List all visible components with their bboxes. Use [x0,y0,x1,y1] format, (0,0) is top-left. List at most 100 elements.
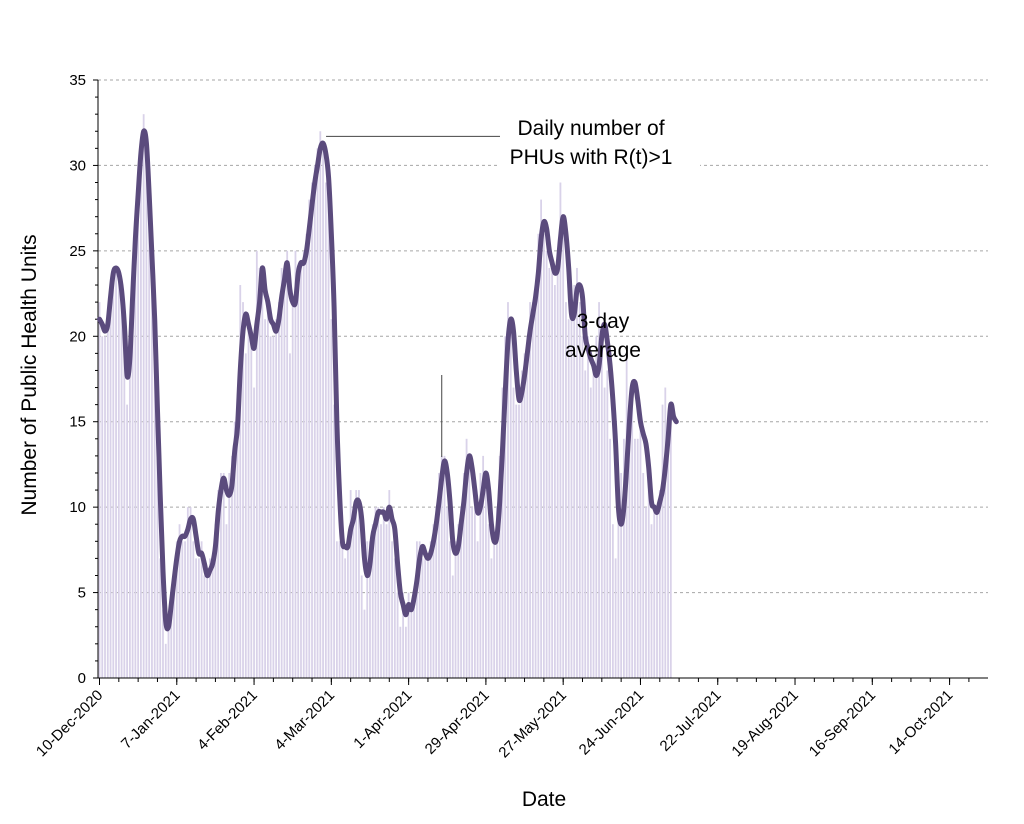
daily-bar [520,370,523,678]
daily-bar [101,336,104,678]
daily-bar [123,319,126,678]
y-axis-tick-labels: 0 5 10 15 20 25 30 35 [69,72,86,687]
daily-bar [385,524,388,678]
daily-bar [587,336,589,678]
daily-bar [661,404,664,678]
daily-bar [200,541,203,678]
daily-bar [128,370,131,678]
daily-bar [639,421,642,678]
daily-bar [581,336,584,678]
x-tick-label: 7-Jan-2021 [118,687,184,753]
daily-bar [451,575,454,678]
daily-bar [335,541,338,678]
daily-bar [269,336,272,678]
daily-bar [554,285,556,678]
daily-bar [399,626,402,678]
daily-bar [479,472,482,678]
x-tick-label: 27-May-2021 [495,687,570,762]
daily-bar [598,302,600,678]
daily-bar [242,302,244,678]
daily-bar [239,285,242,678]
daily-bar [316,148,319,679]
daily-bar [186,507,189,678]
daily-bar [264,319,266,678]
daily-bar [115,267,117,678]
daily-bar [391,541,393,678]
axes [93,79,988,685]
daily-bar [449,541,451,678]
daily-bar [137,199,140,678]
daily-bar [653,507,656,678]
daily-bar [454,541,457,678]
daily-bar [620,472,623,678]
daily-bar [623,438,625,678]
daily-bar [203,575,206,678]
daily-bar [606,370,609,678]
daily-bar [432,524,435,678]
daily-bar [156,438,159,678]
daily-bar [255,250,258,678]
daily-bar [98,302,101,678]
daily-bar [300,267,302,678]
daily-bar [669,421,672,678]
daily-bar [371,524,374,678]
y-tick-label: 5 [78,585,86,602]
daily-bar [170,592,173,678]
daily-bar [407,592,410,678]
daily-bar [493,541,496,678]
daily-bar [327,199,330,678]
x-tick-label: 14-Oct-2021 [885,687,956,758]
daily-bar [509,319,512,678]
y-tick-label: 15 [69,414,86,431]
x-tick-label: 22-Jul-2021 [657,687,725,755]
y-tick-label: 10 [69,499,86,516]
daily-bar [280,267,283,678]
daily-bar [440,455,443,678]
daily-bar [217,490,220,678]
daily-bar [625,353,628,678]
daily-bar [175,541,178,678]
daily-bar [534,285,537,678]
daily-bar [487,524,490,678]
daily-bar [206,575,209,678]
daily-bar [302,250,305,678]
daily-bar [462,472,465,678]
daily-bar [275,319,278,678]
daily-bar [266,302,269,678]
daily-bar [476,541,479,678]
daily-bar [460,507,462,678]
daily-bar [382,507,385,678]
annotations: Daily number of PHUs with R(t)>1 3-day aver… [326,112,700,458]
daily-bar [570,319,573,678]
daily-bar [258,267,261,678]
daily-bar [576,267,578,678]
daily-bar [565,302,567,678]
daily-bar [645,507,647,678]
daily-bar [104,336,106,678]
daily-bar [360,575,363,678]
annotation-background [500,112,700,174]
daily-bar [600,336,603,678]
daily-bar [363,609,366,678]
x-tick-label: 10-Dec-2020 [33,687,106,760]
daily-bar [231,455,233,678]
x-tick-label: 16-Sep-2021 [806,687,879,760]
daily-bar [214,524,217,678]
daily-bar [297,267,300,678]
daily-bar [650,524,653,678]
daily-bar [537,233,540,678]
daily-bar [244,353,247,678]
daily-bar [164,643,167,678]
x-tick-label: 24-Jun-2021 [576,687,648,759]
daily-bar [140,148,142,679]
annotation-label-average: 3-day [577,310,630,333]
daily-bar [289,353,291,678]
daily-bar [562,216,565,678]
daily-bar [518,404,520,678]
daily-bar [192,541,195,678]
daily-bar [435,507,438,678]
daily-bar [515,404,518,678]
daily-bar [236,404,239,678]
daily-bar [501,387,504,678]
daily-bar [349,490,352,678]
